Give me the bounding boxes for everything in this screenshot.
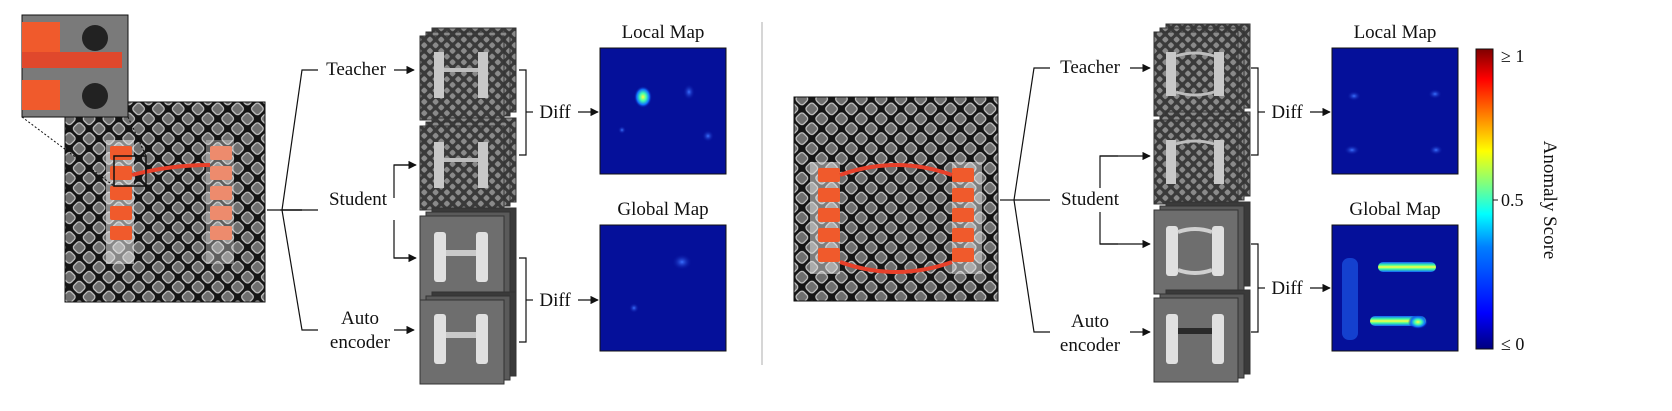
right-input-image	[793, 96, 999, 302]
left-student-label: Student	[329, 189, 388, 210]
colorbar-top-label: ≥ 1	[1501, 46, 1524, 66]
left-encoder-label: encoder	[330, 332, 391, 353]
colorbar-bottom-label: ≤ 0	[1501, 334, 1524, 354]
left-global-map-title: Global Map	[617, 199, 708, 220]
right-diff-bottom-label: Diff	[1271, 278, 1303, 299]
left-teacher-features	[419, 27, 517, 121]
colorbar-gradient	[1475, 48, 1494, 350]
left-autoencoder-features	[419, 291, 517, 385]
left-input-image	[64, 101, 266, 303]
right-arrows	[1100, 63, 1151, 337]
right-local-map	[1331, 47, 1459, 175]
right-student-features-top	[1153, 111, 1251, 205]
right-diff-top-label: Diff	[1271, 102, 1303, 123]
right-global-map-title: Global Map	[1349, 199, 1440, 220]
left-local-map-title: Local Map	[622, 22, 705, 43]
left-arrows	[394, 65, 417, 335]
colorbar: ≥ 1 0.5 ≤ 0 Anomaly Score	[1475, 46, 1560, 354]
left-local-map	[599, 47, 727, 175]
left-diff-top-label: Diff	[539, 102, 571, 123]
left-auto-label: Auto	[341, 308, 379, 329]
left-student-features-bottom	[419, 207, 517, 301]
right-teacher-label: Teacher	[1060, 57, 1121, 78]
right-teacher-features	[1153, 23, 1251, 117]
colorbar-mid-label: 0.5	[1501, 190, 1524, 210]
left-diff-bottom-label: Diff	[539, 290, 571, 311]
left-global-map	[599, 224, 727, 352]
right-local-map-title: Local Map	[1354, 22, 1437, 43]
right-autoencoder-features	[1153, 289, 1251, 383]
right-panel: Teacher Student Auto encoder	[793, 22, 1459, 383]
right-diff-brackets	[1251, 67, 1331, 333]
left-student-features-top	[419, 117, 517, 211]
right-global-map	[1331, 224, 1459, 352]
left-diff-brackets	[519, 69, 599, 343]
right-auto-label: Auto	[1071, 311, 1109, 332]
left-zoom-inset	[21, 14, 147, 187]
right-student-features-bottom	[1153, 201, 1251, 295]
colorbar-axis-label: Anomaly Score	[1539, 141, 1560, 260]
left-panel: Teacher Student Auto encoder	[21, 14, 727, 385]
right-encoder-label: encoder	[1060, 335, 1121, 356]
right-student-label: Student	[1061, 189, 1120, 210]
left-teacher-label: Teacher	[326, 59, 387, 80]
